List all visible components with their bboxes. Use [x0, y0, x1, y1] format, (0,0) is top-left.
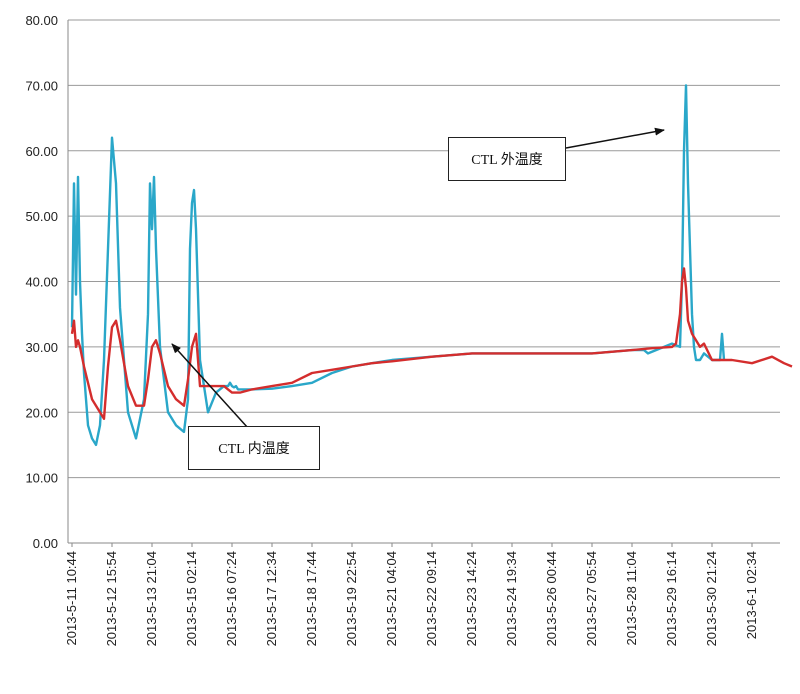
series-lines — [70, 84, 793, 447]
y-axis-ticks: 0.00 10.00 20.00 30.00 40.00 50.00 60.00 70.00 8… — [25, 13, 58, 551]
series-line-inner — [70, 267, 793, 420]
arrow-inner — [171, 343, 249, 429]
x-tick-label: 2013-5-13 21:04 — [144, 551, 159, 646]
axes — [67, 20, 780, 544]
x-tick-label: 2013-5-23 14:24 — [464, 551, 479, 646]
y-tick-label: 30.00 — [25, 340, 58, 355]
arrow-outer — [565, 127, 665, 149]
x-tick-label: 2013-5-28 11:04 — [624, 551, 639, 645]
y-tick-label: 40.00 — [25, 275, 58, 290]
x-tick-label: 2013-5-24 19:34 — [504, 551, 519, 646]
y-tick-label: 0.00 — [33, 536, 58, 551]
y-tick-label: 20.00 — [25, 405, 58, 420]
grid-lines — [68, 19, 780, 479]
x-tick-label: 2013-5-16 07:24 — [224, 551, 239, 646]
annotation-outer-temp: CTL 外温度 — [448, 137, 566, 181]
y-tick-label: 80.00 — [25, 13, 58, 28]
x-tick-label: 2013-5-21 04:04 — [384, 551, 399, 646]
y-tick-label: 50.00 — [25, 209, 58, 224]
x-tick-label: 2013-5-12 15:54 — [104, 551, 119, 646]
x-tick-label: 2013-5-22 09:14 — [424, 551, 439, 646]
x-axis-ticks: 2013-5-11 10:44 2013-5-12 15:54 2013-5-13 … — [64, 543, 759, 646]
annotation-inner-temp: CTL 内温度 — [188, 426, 320, 470]
y-tick-label: 10.00 — [25, 471, 58, 486]
x-tick-label: 2013-5-15 02:14 — [184, 551, 199, 646]
x-tick-label: 2013-5-27 05:54 — [584, 551, 599, 646]
x-tick-label: 2013-5-19 22:54 — [344, 551, 359, 646]
x-tick-label: 2013-5-17 12:34 — [264, 551, 279, 646]
x-tick-label: 2013-5-30 21:24 — [704, 551, 719, 646]
annotation-arrows — [171, 127, 665, 429]
y-tick-label: 70.00 — [25, 78, 58, 93]
x-tick-label: 2013-5-29 16:14 — [664, 551, 679, 646]
x-tick-label: 2013-5-26 00:44 — [544, 551, 559, 646]
x-tick-label: 2013-6-1 02:34 — [744, 551, 759, 639]
x-tick-label: 2013-5-18 17:44 — [304, 551, 319, 646]
y-tick-label: 60.00 — [25, 144, 58, 159]
x-tick-label: 2013-5-11 10:44 — [64, 551, 79, 645]
